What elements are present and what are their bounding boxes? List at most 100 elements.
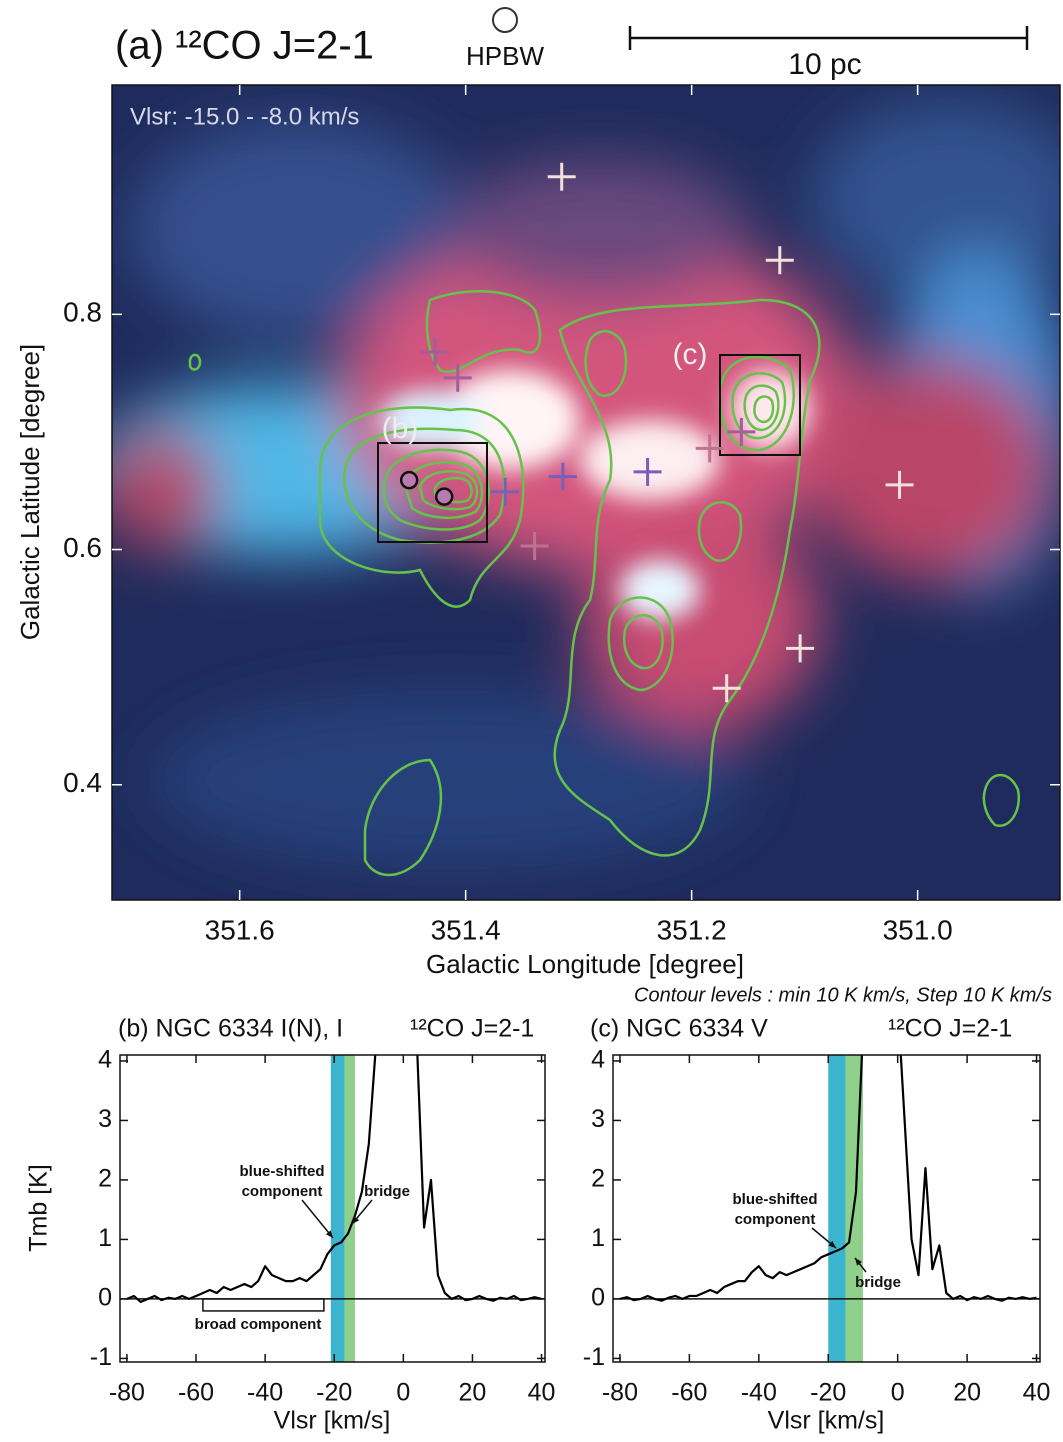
- source-marker: [633, 457, 662, 486]
- blob: [112, 430, 220, 550]
- source-marker: [765, 246, 794, 275]
- contour: [718, 355, 795, 452]
- y-tick-label: 2: [591, 1165, 605, 1193]
- y-tick-label: 0.6: [63, 532, 102, 563]
- region-label: (b): [382, 412, 419, 445]
- blob: [810, 100, 1060, 300]
- y-tick-label: 0: [98, 1284, 112, 1312]
- y-tick-label: 4: [98, 1046, 112, 1074]
- plot-frame: [111, 84, 1061, 901]
- source-marker: [712, 674, 741, 703]
- source-marker: [727, 417, 756, 446]
- x-tick-label: -40: [741, 1379, 777, 1407]
- contour-note: Contour levels : min 10 K km/s, Step 10 …: [634, 984, 1052, 1006]
- contour: [584, 330, 628, 397]
- x-tick-label: 40: [1023, 1379, 1051, 1407]
- x-tick-label: 0: [396, 1379, 410, 1407]
- source-marker: [491, 477, 520, 506]
- annotation: bridge: [364, 1183, 410, 1200]
- y-tick-label: 0.4: [63, 767, 102, 798]
- source-marker: [695, 434, 724, 463]
- contours: [188, 290, 1021, 877]
- source-marker: [786, 634, 815, 663]
- contour: [418, 470, 479, 511]
- plot-area: [120, 1055, 545, 1362]
- annotation: broad component: [195, 1316, 322, 1333]
- contour: [623, 614, 664, 670]
- source-marker: [548, 462, 577, 491]
- y-tick-label: 0.8: [63, 297, 102, 328]
- x-tick-label: -80: [602, 1379, 638, 1407]
- contour: [343, 427, 506, 544]
- x-tick-label: 351.0: [883, 914, 953, 945]
- annotation: component: [242, 1183, 323, 1200]
- blob: [450, 160, 750, 300]
- region-label: (c): [673, 338, 708, 371]
- x-tick-label: 351.2: [657, 914, 727, 945]
- scale-label: 10 pc: [788, 48, 861, 81]
- source-circle: [399, 470, 419, 490]
- contour: [382, 448, 491, 531]
- plot-frame: [612, 1054, 1041, 1363]
- scale-bar: [628, 26, 1029, 50]
- x-axis-label: Vlsr [km/s]: [274, 1407, 391, 1435]
- contour: [753, 395, 775, 424]
- line-label: ¹²CO J=2-1: [888, 1015, 1012, 1043]
- x-tick-label: 351.6: [205, 914, 275, 945]
- contour: [697, 501, 743, 562]
- x-tick-label: 20: [953, 1379, 981, 1407]
- x-tick-label: 0: [891, 1379, 905, 1407]
- y-tick-label: 4: [591, 1046, 605, 1074]
- source-marker: [547, 162, 576, 191]
- y-tick-label: 2: [98, 1165, 112, 1193]
- blob: [620, 560, 700, 620]
- contour: [743, 384, 780, 432]
- x-axis-label: Vlsr [km/s]: [768, 1407, 885, 1435]
- x-tick-label: -20: [316, 1379, 352, 1407]
- x-tick-label: 20: [459, 1379, 487, 1407]
- source-marker: [421, 337, 450, 366]
- velocity-label: Vlsr: -15.0 - -8.0 km/s: [130, 103, 359, 130]
- emission: [112, 100, 1060, 870]
- x-tick-label: -80: [109, 1379, 145, 1407]
- panel-title: (a) ¹²CO J=2-1: [115, 24, 374, 68]
- blob: [580, 420, 720, 500]
- contour: [363, 758, 443, 877]
- blob: [130, 120, 470, 340]
- y-tick-label: -1: [90, 1343, 112, 1371]
- y-tick-label: 1: [591, 1224, 605, 1252]
- annotation: blue-shifted: [733, 1191, 818, 1208]
- y-axis-label: Galactic Latitude [degree]: [15, 344, 45, 640]
- source-marker: [520, 532, 549, 561]
- x-tick-label: -40: [247, 1379, 283, 1407]
- annotation: bridge: [855, 1274, 901, 1291]
- y-axis-label: Tmb [K]: [25, 1164, 53, 1252]
- velocity-band: [828, 1055, 846, 1362]
- line-label: ¹²CO J=2-1: [410, 1015, 534, 1043]
- y-tick-label: 3: [591, 1105, 605, 1133]
- annotation: blue-shifted: [240, 1163, 325, 1180]
- contour: [982, 773, 1021, 827]
- annotation: component: [735, 1211, 816, 1228]
- contour: [403, 461, 484, 519]
- contour: [731, 372, 787, 440]
- x-tick-label: -60: [178, 1379, 214, 1407]
- spectrum: [619, 1055, 1037, 1302]
- x-tick-label: -60: [671, 1379, 707, 1407]
- plot-area: [613, 1055, 1040, 1362]
- broad-range: [202, 1298, 325, 1312]
- source-marker: [885, 470, 914, 499]
- region-box: [719, 354, 801, 456]
- y-tick-label: 3: [98, 1105, 112, 1133]
- contour: [188, 353, 202, 371]
- contour: [318, 406, 525, 608]
- beam-circle: [492, 7, 518, 33]
- beam-label: HPBW: [466, 41, 544, 71]
- arrow-head: [828, 1240, 836, 1248]
- arrow-head: [352, 1216, 360, 1224]
- source-circle: [434, 487, 454, 506]
- x-axis-label: Galactic Longitude [degree]: [426, 949, 744, 979]
- blob: [810, 360, 1050, 580]
- panel-title: (c) NGC 6334 V: [590, 1015, 768, 1043]
- sky-image: [112, 85, 1060, 900]
